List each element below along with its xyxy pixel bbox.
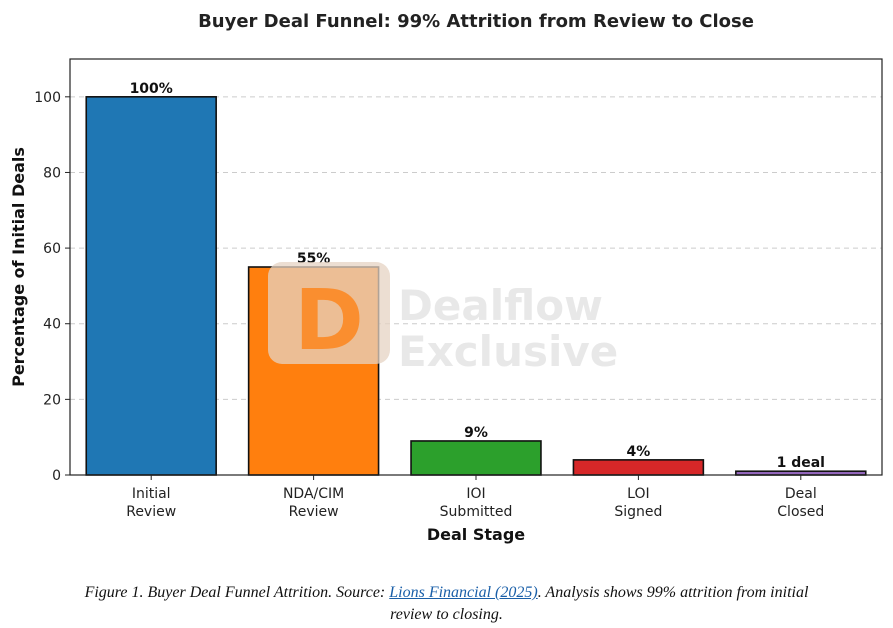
watermark-logo-letter: D <box>294 271 364 369</box>
x-tick-label-line: LOI <box>627 486 649 502</box>
x-tick-label-line: Submitted <box>440 504 513 520</box>
x-tick-label-line: Review <box>126 504 176 520</box>
plot-frame <box>69 58 883 476</box>
x-tick-label-line: Review <box>289 504 339 520</box>
y-tick-label: 60 <box>43 241 61 257</box>
bar-data-label: 100% <box>130 81 173 97</box>
caption-line-2: review to closing. <box>390 606 503 623</box>
watermark-line2: Exclusive <box>398 327 618 376</box>
bar <box>85 96 217 476</box>
y-tick-label: 80 <box>43 165 61 181</box>
x-tick-label-line: NDA/CIM <box>283 486 344 502</box>
y-tick-label: 0 <box>52 468 61 484</box>
x-tick-label: IOI Submitted <box>440 486 513 520</box>
y-tick-label: 100 <box>34 90 61 106</box>
y-tick-label: 20 <box>43 392 61 408</box>
chart-title: Buyer Deal Funnel: 99% Attrition from Re… <box>198 11 754 32</box>
axes: 0 20 40 60 80 100 Initial Review NDA/CIM Review IO… <box>34 58 883 520</box>
x-tick-label: Initial Review <box>126 486 176 520</box>
bar-data-label: 9% <box>464 425 488 441</box>
x-tick-label-line: Deal <box>785 486 817 502</box>
watermark-line1: Dealflow <box>398 281 603 330</box>
x-axis-label: Deal Stage <box>427 525 525 544</box>
caption-prefix: Figure 1. Buyer Deal Funnel Attrition. S… <box>84 584 390 601</box>
caption-line-1: Figure 1. Buyer Deal Funnel Attrition. S… <box>0 582 893 604</box>
x-tick-label: NDA/CIM Review <box>283 486 344 520</box>
x-tick-label-line: IOI <box>466 486 485 502</box>
bar <box>572 459 705 476</box>
deal-funnel-chart: Buyer Deal Funnel: 99% Attrition from Re… <box>9 11 883 544</box>
source-link[interactable]: Lions Financial (2025) <box>389 584 538 601</box>
x-tick-label-line: Signed <box>614 504 662 520</box>
bar-data-label: 1 deal <box>777 455 825 471</box>
x-tick-label: LOI Signed <box>614 486 662 520</box>
x-tick-label-line: Closed <box>777 504 824 520</box>
bars <box>85 96 867 476</box>
y-tick-label: 40 <box>43 317 61 333</box>
data-labels: 100%55%9%4%1 deal <box>130 81 825 471</box>
x-tick-label: Deal Closed <box>777 486 824 520</box>
bar <box>410 440 542 476</box>
figure-caption: Figure 1. Buyer Deal Funnel Attrition. S… <box>0 582 893 626</box>
watermark-logo-icon <box>268 262 390 364</box>
watermark: D Dealflow Exclusive <box>268 262 618 376</box>
x-tick-label-line: Initial <box>132 486 171 502</box>
y-axis-label: Percentage of Initial Deals <box>9 147 28 387</box>
bar-data-label: 4% <box>627 444 651 460</box>
caption-suffix: . Analysis shows 99% attrition from init… <box>537 584 809 601</box>
